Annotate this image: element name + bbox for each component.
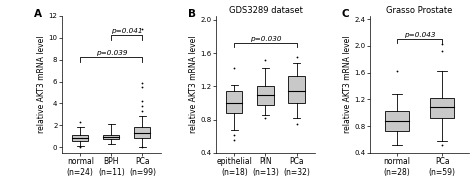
Y-axis label: relative AKT3 mRNA level: relative AKT3 mRNA level — [37, 35, 46, 133]
Text: p=0.039: p=0.039 — [96, 50, 127, 56]
Text: A: A — [34, 9, 42, 19]
Text: B: B — [188, 9, 196, 19]
Text: p=0.043: p=0.043 — [404, 32, 435, 38]
Bar — [257, 86, 273, 105]
Y-axis label: relative AKT3 mRNA level: relative AKT3 mRNA level — [189, 35, 198, 133]
Text: p=0.041: p=0.041 — [111, 28, 143, 34]
Bar — [385, 111, 409, 132]
Bar — [103, 135, 119, 140]
Bar — [226, 91, 242, 113]
Title: GDS3289 dataset: GDS3289 dataset — [228, 6, 302, 15]
Y-axis label: relative AKT3 mRNA level: relative AKT3 mRNA level — [343, 35, 352, 133]
Title: Grasso Prostate: Grasso Prostate — [386, 6, 453, 15]
Bar — [134, 127, 150, 138]
Text: p=0.030: p=0.030 — [250, 36, 281, 42]
Text: C: C — [342, 9, 350, 19]
Bar — [430, 98, 454, 118]
Bar — [289, 76, 305, 103]
Bar — [72, 135, 88, 141]
